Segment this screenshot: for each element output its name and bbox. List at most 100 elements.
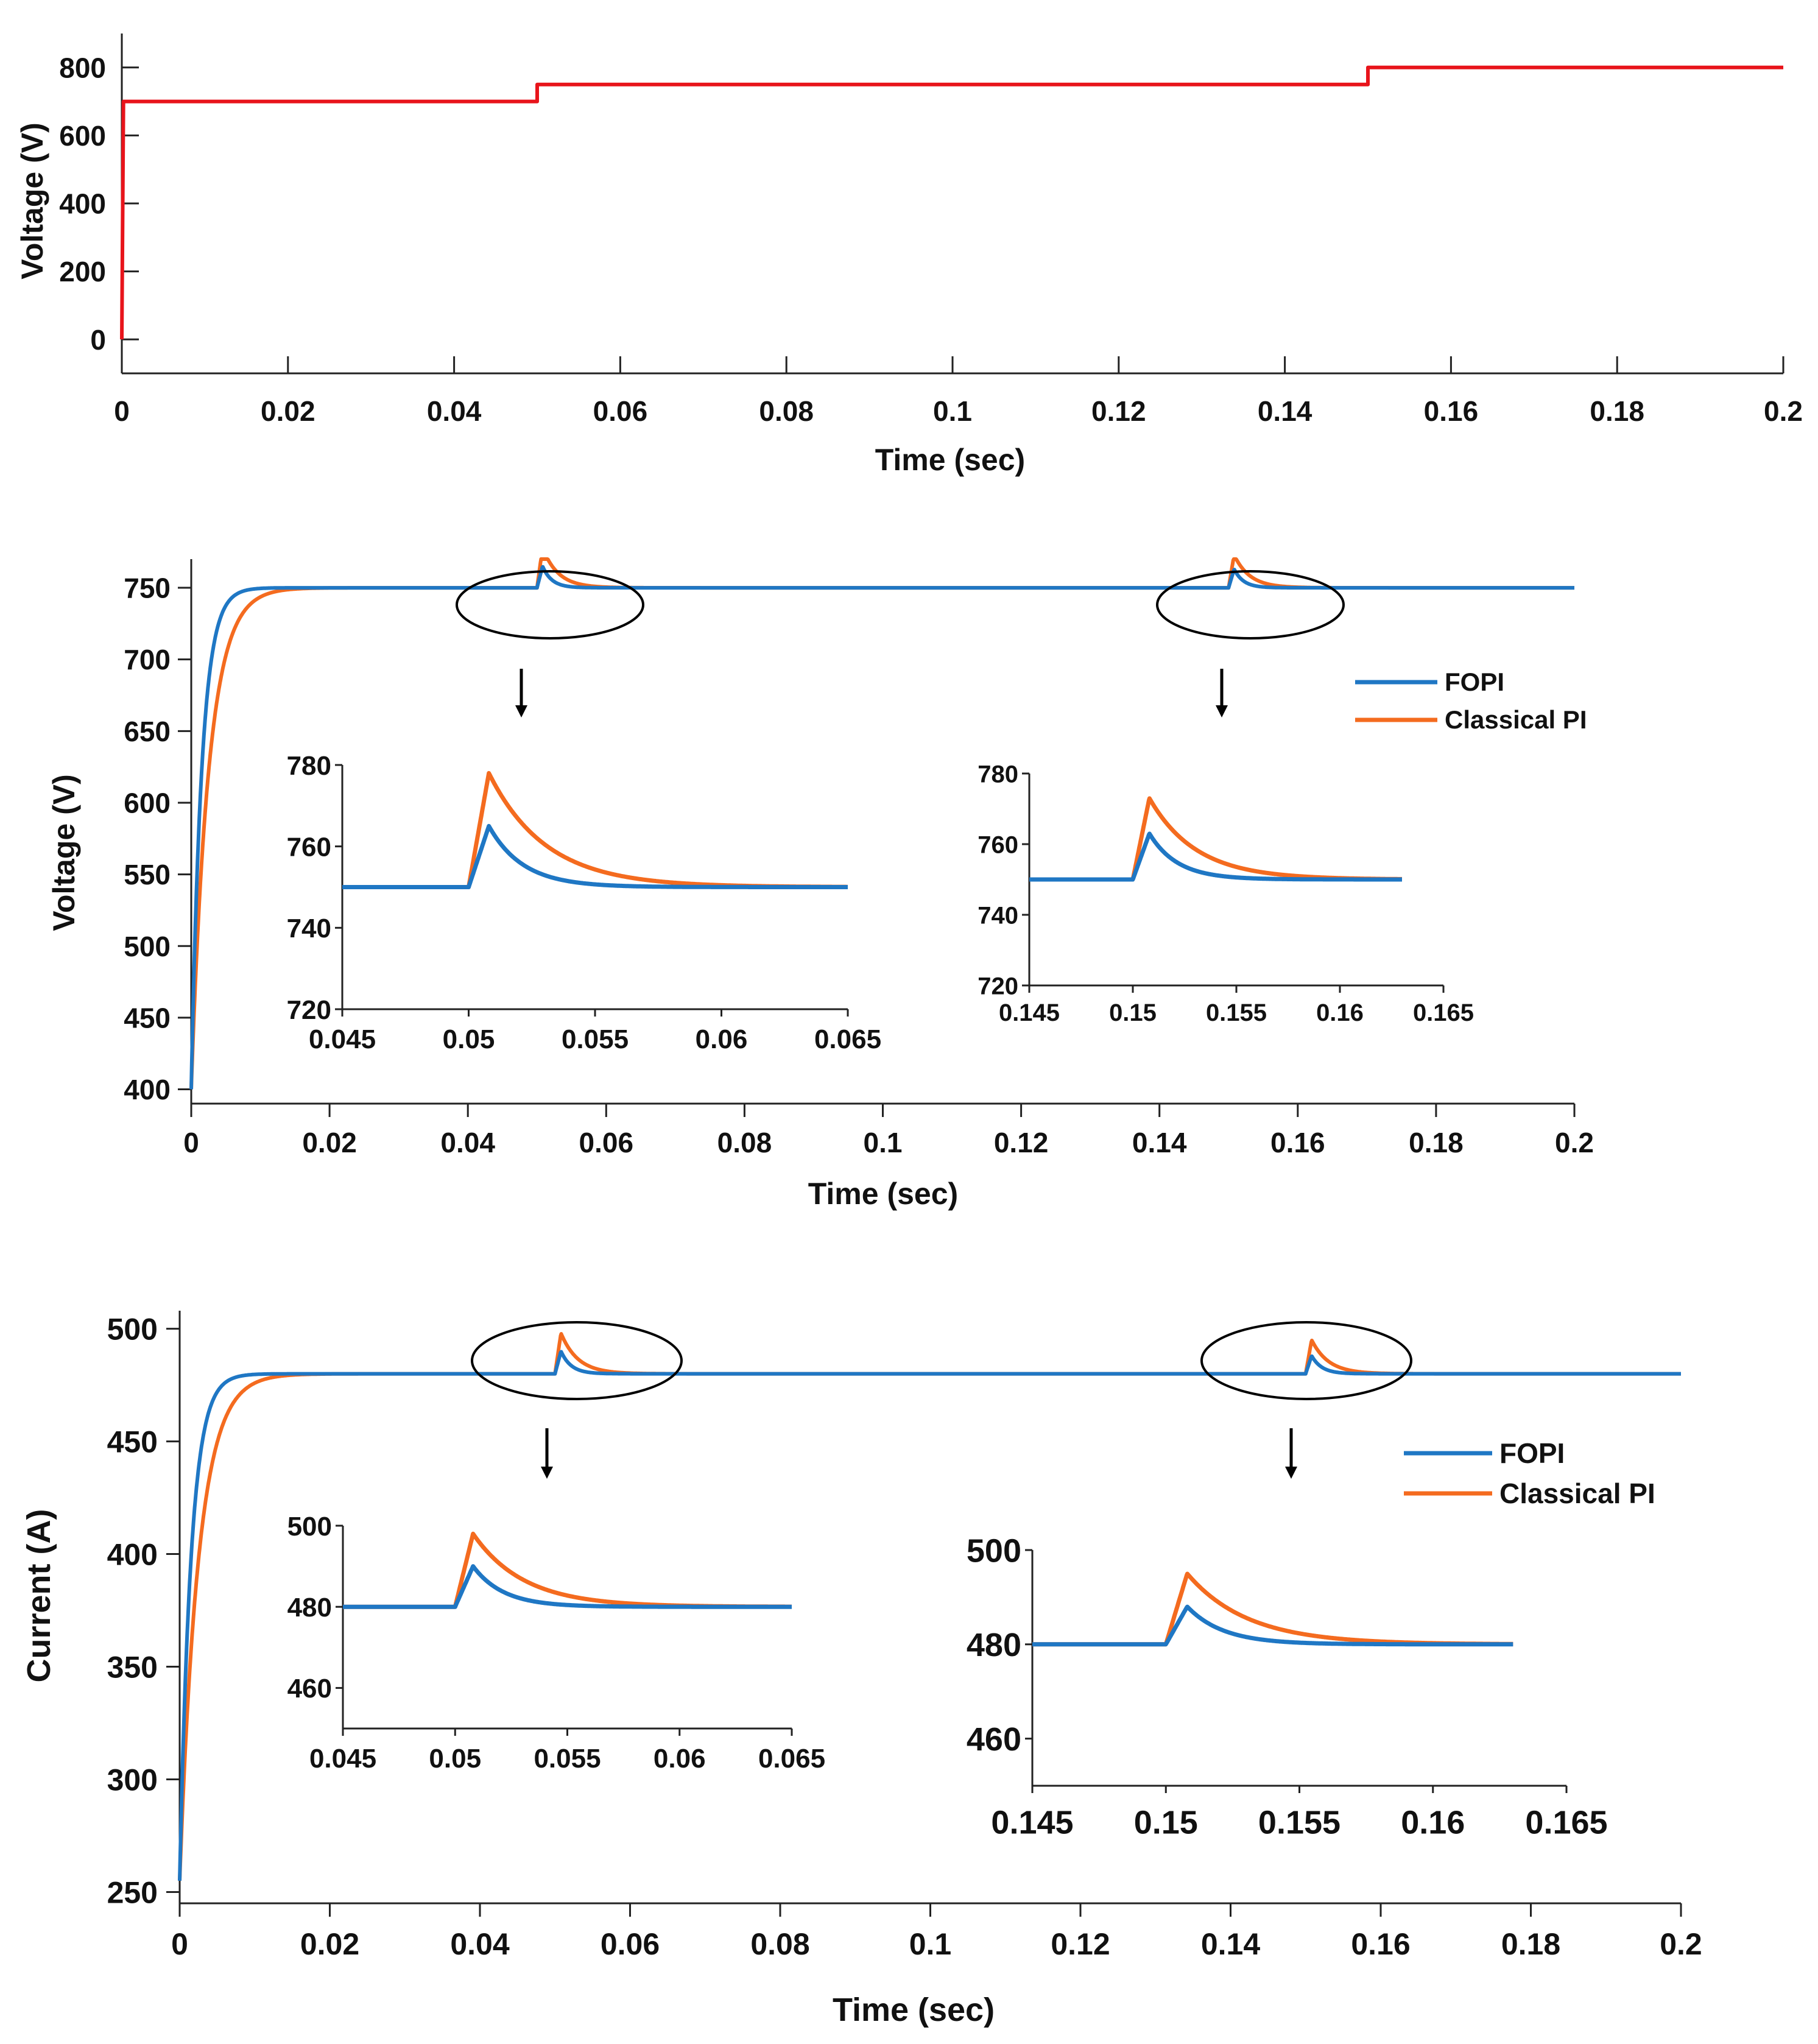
p2-inset-0-xtick-label-3: 0.06 [696, 1024, 748, 1054]
p3-ytick-label-0: 250 [107, 1876, 158, 1910]
p2-xtick-label-8: 0.16 [1270, 1127, 1325, 1158]
p2-inset-1-xtick-label-0: 0.145 [999, 999, 1060, 1026]
p2-xtick-label-7: 0.14 [1132, 1127, 1187, 1158]
p3-zoom-arrow-1 [541, 1428, 553, 1479]
panel-current-comparison: 0 0.02 0.04 0.06 0.08 0.1 0.12 0.14 0.16 0.18 0.2 2… [21, 1311, 1702, 2028]
p2-inset-1-xtick-label-2: 0.155 [1206, 999, 1267, 1026]
p3-xlabel: Time (sec) [833, 1992, 995, 2028]
p2-xtick-label-5: 0.1 [864, 1127, 903, 1158]
p1-ytick-label-0: 0 [90, 324, 106, 356]
p3-inset-0-ytick-label-2: 500 [287, 1512, 332, 1542]
p3-inset-1-ytick-label-1: 480 [967, 1627, 1021, 1663]
p1-xtick-label-4: 0.08 [759, 395, 814, 427]
p3-xtick-label-3: 0.06 [601, 1927, 660, 1961]
p3-legend-fopi-label: FOPI [1499, 1437, 1565, 1469]
p3-inset-1-xtick-label-2: 0.155 [1258, 1804, 1341, 1841]
p2-xlabel: Time (sec) [808, 1177, 958, 1211]
p3-inset-1-xtick-label-0: 0.145 [991, 1804, 1073, 1841]
p3-highlight-ellipse-1 [471, 1321, 683, 1400]
p2-inset-0-xtick-label-1: 0.05 [443, 1024, 495, 1054]
p2-inset-0-ytick-label-2: 760 [287, 833, 331, 862]
p3-xtick-label-8: 0.16 [1351, 1927, 1410, 1961]
p1-xlabel: Time (sec) [875, 443, 1025, 477]
p2-xtick-label-9: 0.18 [1409, 1127, 1464, 1158]
p2-inset-0-xtick-label-0: 0.045 [309, 1024, 376, 1054]
p2-zoom-arrow-1 [515, 669, 527, 717]
p2-ytick-label-0: 400 [124, 1074, 171, 1105]
p1-xtick-label-1: 0.02 [261, 395, 315, 427]
p3-inset-1-ytick-label-2: 500 [967, 1532, 1021, 1569]
p2-inset-1-ytick-label-2: 760 [978, 831, 1018, 858]
p2-inset-right: 0.145 0.15 0.155 0.16 0.165 720 740 760 780 [978, 761, 1474, 1026]
p1-xtick-label-3: 0.06 [593, 395, 648, 427]
p2-inset-1-ytick-label-3: 780 [978, 761, 1018, 788]
p2-ytick-label-4: 600 [124, 788, 171, 819]
p2-fopi-line [189, 565, 1576, 1090]
p3-ytick-label-4: 450 [107, 1425, 158, 1459]
p3-inset-0-xtick-label-0: 0.045 [309, 1744, 376, 1774]
p3-ylabel: Current (A) [21, 1509, 57, 1683]
p2-inset-1-xtick-label-3: 0.16 [1316, 999, 1364, 1026]
p3-xtick-label-9: 0.18 [1501, 1927, 1560, 1961]
p3-inset-1-fopi-line [1031, 1604, 1515, 1647]
p3-ytick-label-1: 300 [107, 1763, 158, 1797]
p2-ytick-label-6: 700 [124, 644, 171, 675]
p3-inset-0-ytick-label-1: 480 [287, 1593, 332, 1623]
p3-fopi-line [178, 1350, 1682, 1881]
p1-ytick-label-3: 600 [59, 120, 106, 152]
p2-inset-1-xtick-label-4: 0.165 [1413, 999, 1474, 1026]
p1-ylabel: Voltage (V) [15, 122, 49, 279]
p1-ytick-label-2: 400 [59, 188, 106, 220]
p3-inset-0-xtick-label-4: 0.065 [758, 1744, 825, 1774]
p1-xtick-label-7: 0.14 [1258, 395, 1312, 427]
p2-legend-fopi-label: FOPI [1445, 668, 1504, 696]
p2-ylabel: Voltage (V) [47, 774, 81, 931]
p2-inset-0-xtick-label-2: 0.055 [562, 1024, 629, 1054]
p2-xtick-label-10: 0.2 [1555, 1127, 1594, 1158]
p2-inset-1-ytick-label-1: 740 [978, 902, 1018, 929]
p3-xtick-label-6: 0.12 [1051, 1927, 1110, 1961]
p1-xtick-label-0: 0 [114, 395, 130, 427]
p2-inset-1-fopi-line [1027, 831, 1404, 882]
p1-ytick-label-4: 800 [59, 52, 106, 83]
p3-inset-0-xtick-label-3: 0.06 [654, 1744, 706, 1774]
p3-highlight-ellipse-2 [1200, 1321, 1412, 1400]
p2-xtick-label-3: 0.06 [579, 1127, 634, 1158]
p3-legend: FOPI Classical PI [1404, 1437, 1655, 1509]
p2-inset-1-xtick-label-1: 0.15 [1109, 999, 1157, 1026]
p2-inset-0-ytick-label-3: 780 [287, 751, 331, 781]
p3-inset-left: 0.045 0.05 0.055 0.06 0.065 460 480 500 [287, 1512, 825, 1774]
p3-xtick-label-5: 0.1 [909, 1927, 952, 1961]
p2-ytick-label-3: 550 [124, 859, 171, 890]
p2-zoom-arrow-2 [1216, 669, 1228, 717]
p3-zoom-arrow-2 [1285, 1428, 1297, 1479]
p2-inset-0-fopi-line [340, 823, 850, 889]
p3-xtick-label-1: 0.02 [300, 1927, 359, 1961]
p1-xtick-label-10: 0.2 [1764, 395, 1803, 427]
p3-inset-1-ytick-label-0: 460 [967, 1721, 1021, 1758]
p2-ytick-label-1: 450 [124, 1002, 171, 1034]
p3-inset-1-xtick-label-4: 0.165 [1525, 1804, 1607, 1841]
p2-highlight-ellipse-1 [456, 570, 644, 640]
panel-voltage-comparison: 0 0.02 0.04 0.06 0.08 0.1 0.12 0.14 0.16 0.18 0.2 4… [47, 557, 1594, 1211]
p2-legend: FOPI Classical PI [1355, 668, 1587, 734]
p3-inset-0-xtick-label-1: 0.05 [429, 1744, 481, 1774]
p3-xtick-label-7: 0.14 [1201, 1927, 1261, 1961]
p2-xtick-label-2: 0.04 [440, 1127, 495, 1158]
p2-ytick-label-5: 650 [124, 716, 171, 747]
p1-plot: 0 0.02 0.04 0.06 0.08 0.1 0.12 0.14 0.16 0.18 0.2 0… [59, 33, 1803, 427]
p1-ytick-label-1: 200 [59, 256, 106, 287]
p2-legend-pi-label: Classical PI [1445, 705, 1587, 734]
p3-inset-1-xtick-label-1: 0.15 [1134, 1804, 1198, 1841]
p3-xtick-label-10: 0.2 [1660, 1927, 1702, 1961]
p1-xtick-label-5: 0.1 [933, 395, 972, 427]
p2-xtick-label-4: 0.08 [717, 1127, 772, 1158]
p3-ytick-label-2: 350 [107, 1651, 158, 1685]
p2-ytick-label-7: 750 [124, 573, 171, 604]
p1-xtick-label-2: 0.04 [427, 395, 482, 427]
p3-inset-1-xtick-label-3: 0.16 [1401, 1804, 1465, 1841]
p1-xtick-label-9: 0.18 [1590, 395, 1644, 427]
p3-xtick-label-0: 0 [171, 1927, 188, 1961]
p1-xtick-label-6: 0.12 [1091, 395, 1146, 427]
